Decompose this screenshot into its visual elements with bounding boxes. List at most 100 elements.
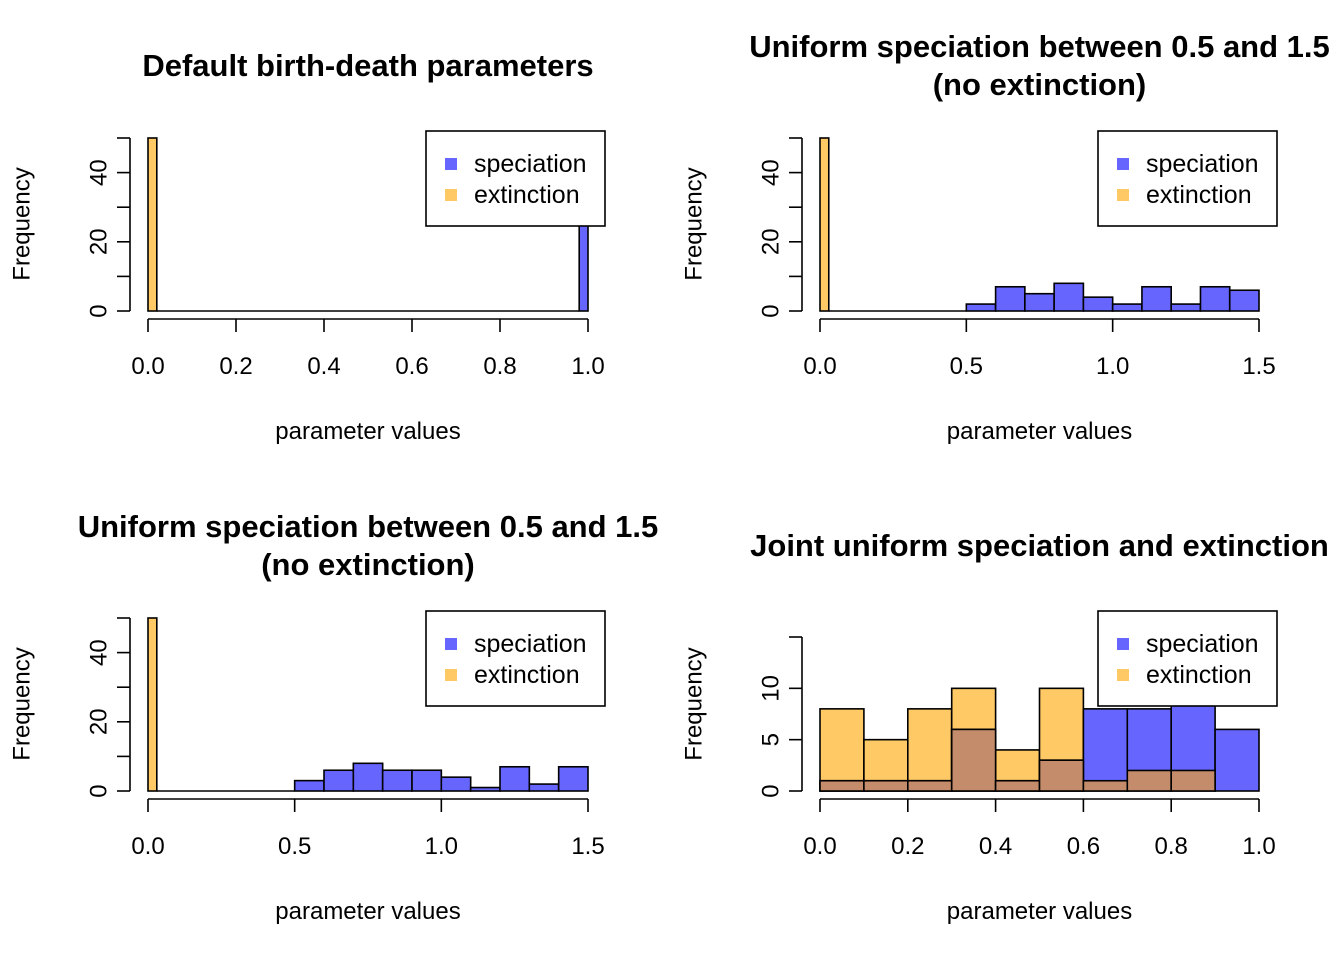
bar-speciation <box>469 786 501 792</box>
legend-swatch-extinction <box>445 669 457 681</box>
legend-box <box>1097 130 1278 227</box>
legend-label-speciation: speciation <box>474 150 587 178</box>
bar-speciation <box>323 769 355 792</box>
x-tick-label: 0.4 <box>979 833 1012 860</box>
x-tick-label: 0.4 <box>307 353 340 380</box>
legend-swatch-extinction <box>1117 189 1129 201</box>
y-tick-label: 0 <box>758 784 785 797</box>
y-tick-label: 20 <box>758 228 785 255</box>
y-tick-label: 20 <box>86 228 113 255</box>
bar-speciation <box>1214 728 1260 792</box>
x-tick-label: 0.8 <box>1155 833 1188 860</box>
bar-overlap <box>906 779 953 792</box>
bar-speciation <box>1053 282 1085 312</box>
bar-speciation <box>1024 292 1055 312</box>
legend-swatch-extinction <box>445 189 457 201</box>
chart-title-line: Uniform speciation between 0.5 and 1.5 <box>749 29 1330 64</box>
histogram-panel-default-birth-death: Default birth-death parameters 0.0 0.2 0.4 0… <box>9 48 606 445</box>
y-tick-label: 5 <box>758 733 785 746</box>
chart-title-line: Uniform speciation between 0.5 and 1.5 <box>78 509 659 544</box>
bar-speciation <box>1199 285 1231 312</box>
bar-extinction <box>906 708 953 792</box>
legend-label-speciation: speciation <box>1146 150 1259 178</box>
x-tick-label: 0.5 <box>278 833 311 860</box>
bar-overlap <box>863 779 909 792</box>
x-tick-label: 0.0 <box>131 353 164 380</box>
bar-speciation <box>1111 303 1143 312</box>
legend-label-extinction: extinction <box>474 181 580 209</box>
bar-overlap <box>950 728 997 792</box>
legend: speciation extinction <box>1097 610 1278 707</box>
x-axis-label: parameter values <box>275 418 460 445</box>
y-tick-label: 40 <box>86 159 113 186</box>
x-axis-label: parameter values <box>947 418 1132 445</box>
x-tick-label: 0.2 <box>219 353 252 380</box>
bar-extinction <box>147 137 158 312</box>
chart-title-line: (no extinction) <box>933 67 1147 102</box>
x-tick-label: 0.5 <box>950 353 983 380</box>
legend-label-speciation: speciation <box>1146 630 1259 658</box>
x-tick-label: 0.6 <box>395 353 428 380</box>
legend-swatch-speciation <box>1117 158 1129 170</box>
legend: speciation extinction <box>425 610 606 707</box>
bar-speciation <box>1082 708 1129 792</box>
bar-overlap <box>819 779 865 792</box>
bar-speciation <box>1141 285 1173 312</box>
legend-swatch-extinction <box>1117 669 1129 681</box>
legend-box <box>425 130 606 227</box>
bar-speciation <box>1228 289 1260 312</box>
legend-label-extinction: extinction <box>474 661 580 689</box>
bar-speciation <box>381 769 413 792</box>
y-axis-label: Frequency <box>9 647 36 760</box>
chart-title-line: Joint uniform speciation and extinction <box>750 528 1329 563</box>
y-axis-label: Frequency <box>681 647 708 760</box>
y-axis-label: Frequency <box>681 167 708 280</box>
bar-overlap <box>1038 759 1085 792</box>
bar-overlap <box>994 779 1041 792</box>
x-tick-label: 1.0 <box>1242 833 1275 860</box>
y-tick-label: 0 <box>758 304 785 317</box>
bar-overlap <box>1170 769 1216 792</box>
bar-speciation <box>994 285 1026 312</box>
x-tick-label: 1.0 <box>1096 353 1129 380</box>
y-tick-label: 20 <box>86 708 113 735</box>
bar-speciation <box>965 303 997 312</box>
bar-speciation <box>557 765 589 792</box>
bar-speciation <box>528 783 560 792</box>
x-axis-label: parameter values <box>275 898 460 925</box>
legend-label-speciation: speciation <box>474 630 587 658</box>
bar-speciation <box>293 779 325 792</box>
bar-speciation <box>411 769 443 792</box>
y-axis-label: Frequency <box>9 167 36 280</box>
x-tick-label: 0.2 <box>891 833 924 860</box>
legend-swatch-speciation <box>445 158 457 170</box>
chart-title-line: (no extinction) <box>261 547 475 582</box>
bar-speciation <box>499 765 531 792</box>
bar-speciation <box>352 762 384 792</box>
legend-label-extinction: extinction <box>1146 661 1252 689</box>
legend-label-extinction: extinction <box>1146 181 1252 209</box>
bar-extinction <box>147 617 158 792</box>
x-tick-label: 1.0 <box>425 833 458 860</box>
bar-speciation <box>1170 303 1202 312</box>
legend-box <box>1097 610 1278 707</box>
legend: speciation extinction <box>1097 130 1278 227</box>
x-tick-label: 1.5 <box>1242 353 1275 380</box>
bar-speciation <box>1082 296 1114 312</box>
histogram-panel-uniform-speciation-top: Uniform speciation between 0.5 and 1.5(n… <box>681 29 1330 445</box>
bar-speciation <box>440 776 472 792</box>
x-tick-label: 0.0 <box>131 833 164 860</box>
legend: speciation extinction <box>425 130 606 227</box>
x-tick-label: 1.0 <box>571 353 604 380</box>
y-tick-label: 40 <box>758 159 785 186</box>
y-tick-label: 10 <box>758 675 785 702</box>
x-tick-label: 0.6 <box>1067 833 1100 860</box>
y-tick-label: 40 <box>86 639 113 666</box>
histogram-panel-uniform-speciation-bottom: Uniform speciation between 0.5 and 1.5(n… <box>9 509 659 925</box>
bar-extinction <box>819 137 830 312</box>
x-tick-label: 1.5 <box>571 833 604 860</box>
x-tick-label: 0.0 <box>803 833 836 860</box>
chart-title-line: Default birth-death parameters <box>142 48 593 83</box>
x-axis-label: parameter values <box>947 898 1132 925</box>
